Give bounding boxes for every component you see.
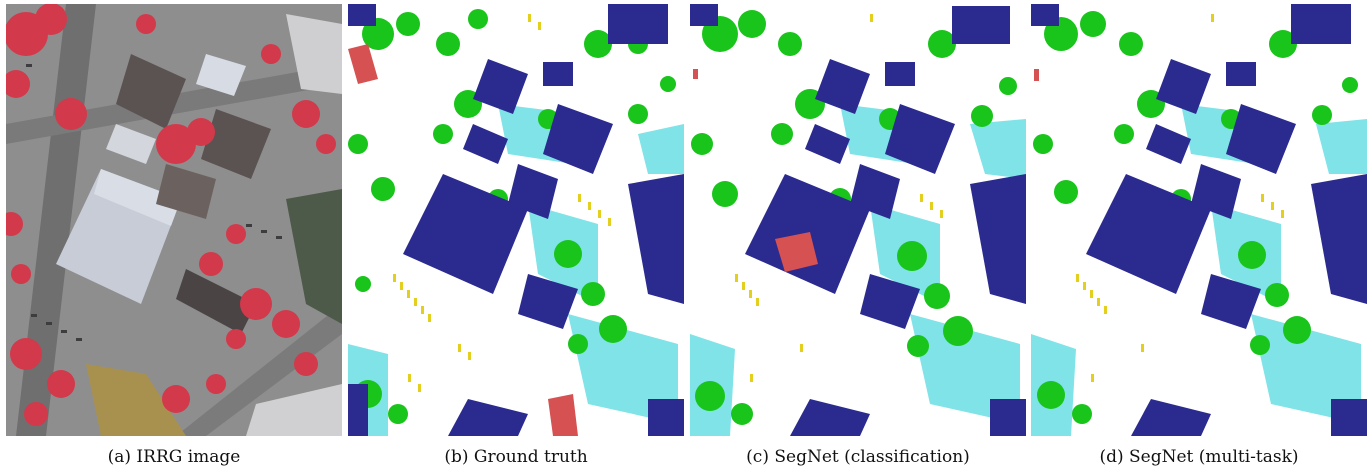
- caption-segnet-classification: (c) SegNet (classification): [746, 447, 970, 467]
- segnet-classification-map: [690, 4, 1026, 436]
- irrg-image: [6, 4, 342, 436]
- segnet-multitask-panel: [1031, 4, 1367, 436]
- ground-truth-map: [348, 4, 684, 436]
- caption-ground-truth: (b) Ground truth: [444, 447, 588, 467]
- caption-irrg-image: (a) IRRG image: [107, 447, 241, 467]
- caption-segnet-multitask: (d) SegNet (multi-task): [1099, 447, 1299, 467]
- ground-truth-panel: [348, 4, 684, 436]
- segnet-multitask-map: [1031, 4, 1367, 436]
- segnet-classification-panel: [690, 4, 1026, 436]
- irrg-image-panel: [6, 4, 342, 436]
